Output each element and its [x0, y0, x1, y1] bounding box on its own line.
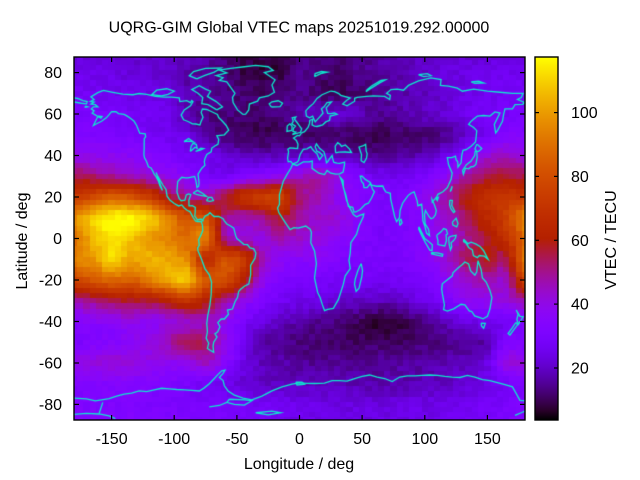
svg-text:-80: -80	[39, 397, 62, 414]
svg-text:60: 60	[571, 233, 589, 250]
svg-text:-150: -150	[96, 431, 128, 448]
svg-text:100: 100	[571, 105, 598, 122]
svg-text:-100: -100	[158, 431, 190, 448]
svg-text:60: 60	[44, 107, 62, 124]
svg-text:40: 40	[44, 148, 62, 165]
svg-text:80: 80	[571, 169, 589, 186]
svg-text:150: 150	[474, 431, 501, 448]
svg-text:Latitude / deg: Latitude / deg	[14, 193, 31, 290]
svg-text:0: 0	[295, 431, 304, 448]
svg-text:100: 100	[411, 431, 438, 448]
svg-text:UQRG-GIM Global VTEC maps 2025: UQRG-GIM Global VTEC maps 20251019.292.0…	[109, 20, 490, 37]
svg-text:-20: -20	[39, 273, 62, 290]
svg-text:-60: -60	[39, 356, 62, 373]
svg-text:50: 50	[353, 431, 371, 448]
svg-text:-40: -40	[39, 314, 62, 331]
svg-text:VTEC / TECU: VTEC / TECU	[603, 190, 620, 289]
svg-text:80: 80	[44, 65, 62, 82]
svg-text:Longitude / deg: Longitude / deg	[244, 456, 354, 473]
svg-text:-50: -50	[225, 431, 248, 448]
svg-text:20: 20	[44, 190, 62, 207]
svg-text:40: 40	[571, 297, 589, 314]
svg-text:0: 0	[53, 231, 62, 248]
svg-text:20: 20	[571, 361, 589, 378]
